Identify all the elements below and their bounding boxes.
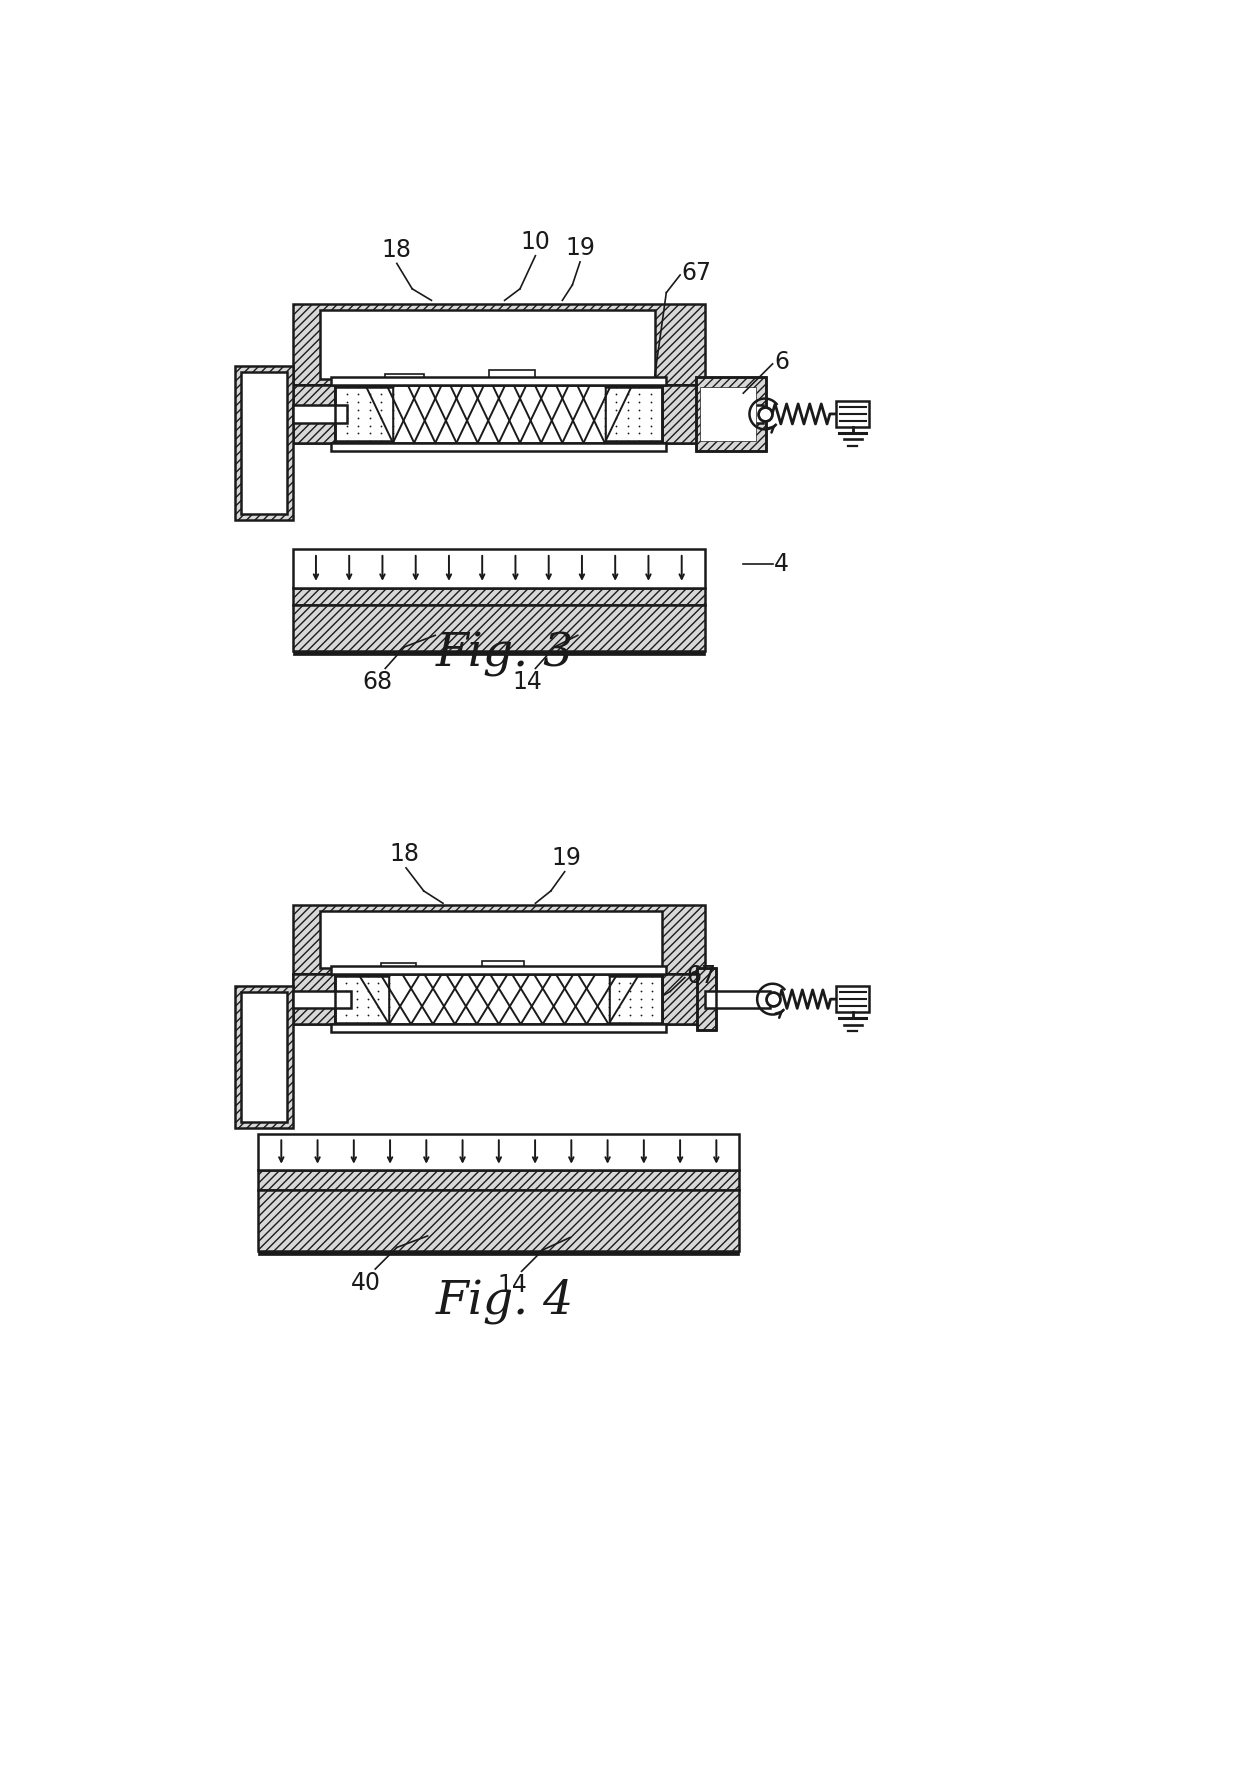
Bar bbox=[335, 976, 389, 1022]
Bar bbox=[331, 1024, 666, 1031]
Bar bbox=[293, 905, 704, 974]
Bar bbox=[605, 386, 662, 441]
Text: 4: 4 bbox=[774, 553, 789, 576]
Bar bbox=[258, 1170, 739, 1189]
Bar bbox=[293, 974, 335, 1024]
Bar bbox=[697, 967, 717, 1029]
Bar bbox=[242, 992, 286, 1122]
Bar bbox=[389, 974, 609, 1024]
Bar bbox=[236, 366, 293, 519]
Text: 14: 14 bbox=[497, 1273, 527, 1296]
Bar bbox=[335, 386, 393, 441]
Bar bbox=[258, 1189, 739, 1252]
Bar bbox=[837, 987, 869, 1012]
Bar bbox=[331, 377, 666, 386]
Text: 19: 19 bbox=[565, 236, 595, 260]
Text: 40: 40 bbox=[351, 1271, 381, 1294]
Bar bbox=[320, 910, 662, 967]
Bar bbox=[293, 974, 335, 1024]
Bar bbox=[609, 976, 662, 1022]
Bar bbox=[293, 386, 335, 443]
Bar bbox=[293, 990, 351, 1008]
Bar bbox=[293, 386, 335, 443]
Bar bbox=[662, 974, 704, 1024]
Bar bbox=[481, 962, 523, 976]
Bar bbox=[293, 587, 704, 605]
Bar bbox=[293, 605, 704, 651]
Bar bbox=[701, 388, 756, 441]
Text: 67: 67 bbox=[682, 261, 712, 286]
Bar bbox=[335, 974, 662, 1024]
Bar bbox=[704, 405, 763, 423]
Bar bbox=[697, 967, 717, 1029]
Bar bbox=[696, 377, 766, 450]
Bar bbox=[662, 974, 704, 1024]
Bar bbox=[320, 386, 655, 398]
Bar bbox=[331, 443, 666, 450]
Bar bbox=[837, 400, 869, 427]
Bar bbox=[386, 373, 424, 389]
Bar bbox=[320, 974, 662, 985]
Bar bbox=[258, 1252, 739, 1255]
Text: 14: 14 bbox=[513, 670, 543, 693]
Bar bbox=[662, 386, 704, 443]
Text: 6: 6 bbox=[774, 350, 789, 375]
Bar bbox=[490, 370, 536, 389]
Bar bbox=[236, 985, 293, 1127]
Bar bbox=[382, 964, 417, 976]
Bar bbox=[242, 372, 286, 514]
Text: 67: 67 bbox=[686, 964, 717, 989]
Bar bbox=[662, 386, 704, 443]
Text: 18: 18 bbox=[389, 843, 419, 866]
Bar bbox=[293, 304, 704, 386]
Text: 18: 18 bbox=[382, 238, 412, 261]
Text: Fig. 3: Fig. 3 bbox=[435, 631, 574, 677]
Bar bbox=[293, 651, 704, 654]
Bar bbox=[335, 386, 662, 443]
Bar bbox=[704, 990, 770, 1008]
Bar bbox=[393, 386, 605, 443]
Bar bbox=[258, 1134, 739, 1170]
Bar bbox=[320, 311, 655, 379]
Bar bbox=[293, 405, 347, 423]
Text: 68: 68 bbox=[362, 670, 393, 693]
Bar bbox=[293, 549, 704, 587]
Text: 10: 10 bbox=[521, 229, 551, 254]
Bar bbox=[389, 974, 609, 1024]
Bar bbox=[696, 377, 766, 450]
Bar bbox=[331, 967, 666, 974]
Text: Fig. 4: Fig. 4 bbox=[435, 1278, 574, 1325]
Bar bbox=[393, 386, 605, 443]
Text: 19: 19 bbox=[552, 846, 582, 869]
